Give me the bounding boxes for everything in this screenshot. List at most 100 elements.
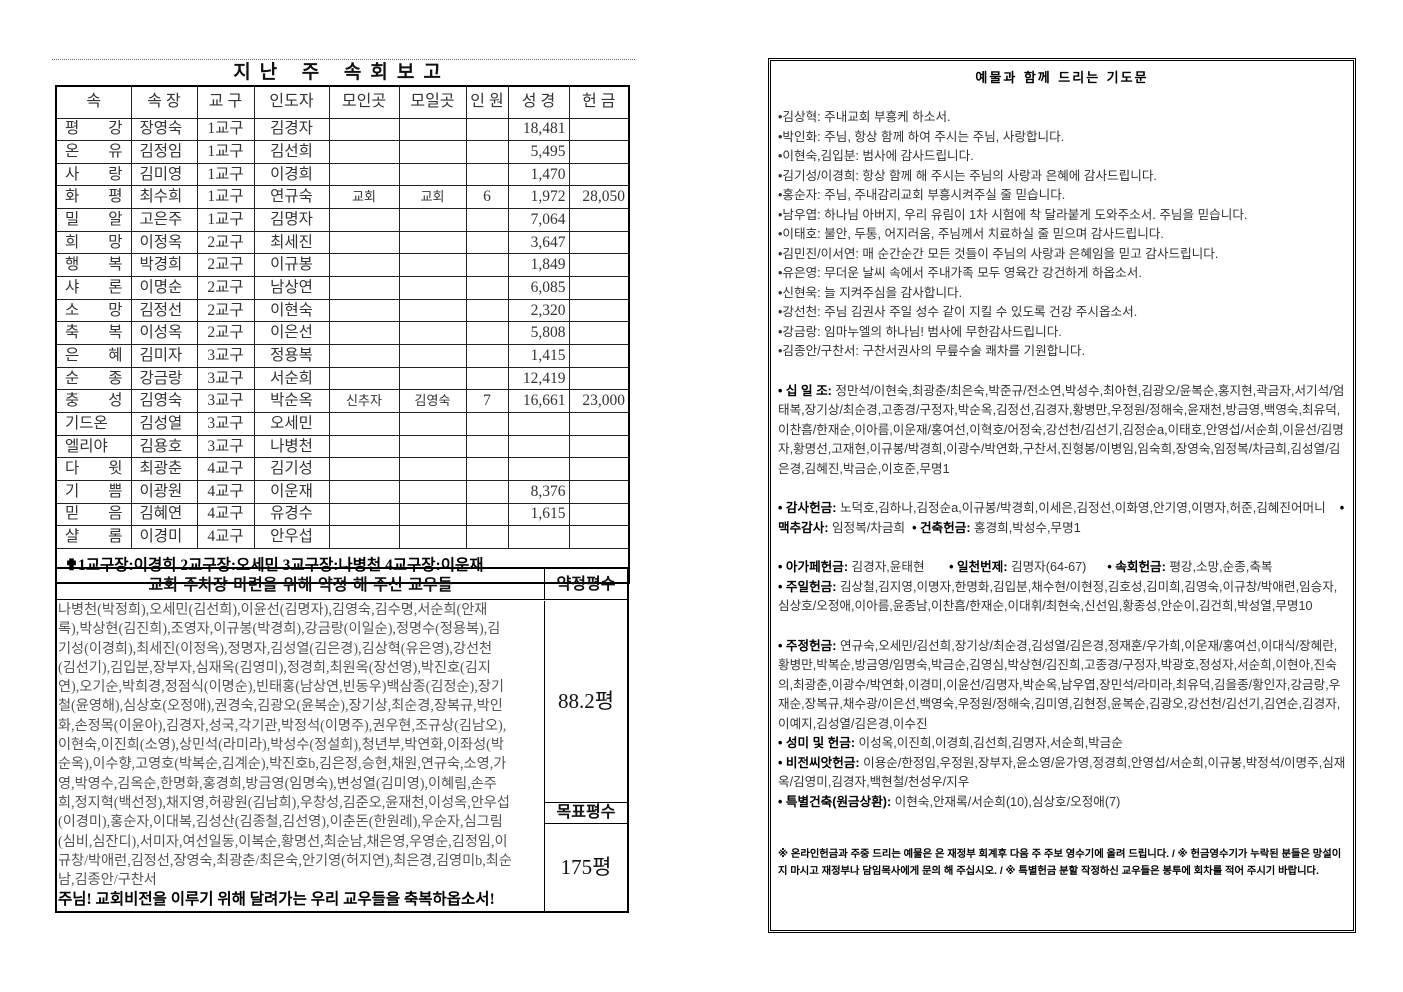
table-cell: 이규봉 — [253, 253, 330, 278]
table-cell: 이경희 — [253, 162, 330, 187]
divider-dotted — [52, 59, 635, 60]
table-row: 충 성 김영숙 3교구 박순옥 신추자 김영숙 7 16,661 23,000 — [55, 389, 630, 414]
table-cell — [568, 298, 630, 323]
table-cell: 김기성 — [253, 457, 330, 481]
table-row: 다 윗 최광춘 4교구 김기성 — [55, 457, 630, 481]
table-cell: 유경수 — [253, 502, 330, 527]
table-cell — [465, 276, 509, 300]
table-cell: 이경미 — [130, 525, 198, 549]
table-cell: 23,000 — [568, 389, 630, 414]
column-header: 성 경 — [507, 85, 570, 119]
prayer-item: •김종안/구찬서: 구찬서권사의 무릎수술 쾌차를 기원합니다. — [778, 344, 1085, 358]
table-cell — [465, 162, 509, 187]
table-cell: 1교구 — [196, 162, 255, 187]
table-cell: 행 복 — [55, 253, 132, 278]
table-cell — [398, 162, 467, 187]
table-cell — [465, 457, 509, 481]
pledge-names: 나병천(박정희),오세민(김선희),이윤선(김명자),김영숙,김수명,서순희(안… — [57, 601, 545, 911]
table-cell: 1교구 — [196, 208, 255, 232]
table-cell — [507, 457, 570, 481]
table-cell: 1교구 — [196, 117, 255, 142]
table-row: 평 강 장영숙 1교구 김경자 18,481 — [55, 117, 630, 142]
table-cell — [568, 525, 630, 549]
table-cell: 8,376 — [507, 480, 570, 504]
table-cell: 3교구 — [196, 366, 255, 391]
vision-section: • 비전씨앗헌금: 이용순/한정임,우정원,장부자,윤소영/윤가영,정경희,안영… — [778, 755, 1346, 790]
table-cell — [328, 208, 400, 232]
table-cell: 4교구 — [196, 502, 255, 527]
column-header: 속 장 — [130, 85, 198, 119]
table-cell — [398, 525, 467, 549]
table-cell — [465, 117, 509, 142]
table-cell — [465, 140, 509, 164]
table-cell: 18,481 — [507, 117, 570, 142]
table-cell — [568, 480, 630, 504]
prayer-item: •박인화: 주님, 항상 함께 하여 주시는 주님, 사랑합니다. — [778, 129, 1065, 144]
table-cell: 1,849 — [507, 253, 570, 278]
table-cell: 연규숙 — [253, 185, 330, 210]
table-row: 행 복 박경희 2교구 이규봉 1,849 — [55, 253, 630, 278]
pledge-line: 순옥),이수향,고영호(박복순,김계순),박진호b,김은정,승현,채원,연규숙,… — [58, 756, 507, 773]
table-cell: 2,320 — [507, 298, 570, 323]
table-cell — [465, 480, 509, 504]
table-cell — [568, 321, 630, 346]
column-header: 모인곳 — [328, 85, 400, 119]
pledge-line: 나병천(박정희),오세민(김선희),이윤선(김명자),김영숙,김수명,서순희(안… — [58, 602, 488, 618]
pledge-line: 록),박상현(김진희),조영자,이규봉(박경희),강금랑(이일순),정명수(정용… — [58, 621, 501, 638]
weekly-section: • 주정헌금: 연규숙,오세민/김선희,장기상/최순경,김성열/김은경,정재훈/… — [778, 638, 1341, 731]
table-cell — [328, 366, 400, 391]
table-cell: 믿 음 — [55, 502, 132, 527]
table-cell: 1교구 — [196, 185, 255, 210]
table-cell — [398, 321, 467, 346]
table-cell: 이은선 — [253, 321, 330, 346]
table-cell — [328, 480, 400, 504]
table-cell — [398, 412, 467, 436]
table-cell — [328, 298, 400, 323]
offering-title: 예물과 함께 드리는 기도문 — [975, 71, 1149, 86]
table-cell: 최수희 — [130, 185, 198, 210]
table-row: 기드온 김성열 3교구 오세민 — [55, 412, 630, 436]
pledge-line: 기성(이경희),최세진(이정옥),정명자,김성열(김은경),김상혁(유은영),강… — [58, 640, 493, 657]
table-cell: 김영숙 — [130, 389, 198, 414]
table-cell — [398, 117, 467, 142]
table-cell: 최광춘 — [130, 457, 198, 481]
prayer-item: •김상혁: 주내교회 부흥케 하소서. — [778, 110, 951, 124]
table-cell: 이운재 — [253, 480, 330, 504]
table-cell — [465, 412, 509, 436]
prayer-item: •홍순자: 주님, 주내감리교회 부흥시켜주실 줄 믿습니다. — [778, 188, 1066, 202]
table-cell: 샤 론 — [55, 276, 132, 300]
table-cell: 서순희 — [253, 366, 330, 391]
column-header: 인도자 — [253, 85, 330, 119]
table-cell: 김영숙 — [398, 389, 467, 414]
table-cell — [328, 117, 400, 142]
table-cell — [465, 344, 509, 368]
district-leaders: ✟1교구장:이경희 2교구장:오세민 3교구장:나병천 4교구장:이운재 — [55, 547, 630, 584]
table-cell — [328, 140, 400, 164]
table-cell — [398, 502, 467, 527]
table-cell: 김정임 — [130, 140, 198, 164]
table-cell: 이광원 — [130, 480, 198, 504]
column-header: 교 구 — [196, 85, 255, 119]
table-cell — [328, 457, 400, 481]
table-cell: 4교구 — [196, 525, 255, 549]
prayer-item: •유은영: 무더운 날씨 속에서 주내가족 모두 영육간 강건하게 하옵소서. — [778, 266, 1142, 280]
table-cell: 1,972 — [507, 185, 570, 210]
table-cell — [398, 140, 467, 164]
pledge-line: 화,손정목(이윤아),김경자,성국,각기관,박정석(이명주),권우현,조규상(김… — [58, 717, 507, 734]
table-cell — [568, 230, 630, 255]
table-cell — [398, 298, 467, 323]
pledge-line: 연),오기순,박희경,정점식(이명순),빈태홍(남상연,빈동우)백삼종(김정순)… — [58, 679, 504, 696]
special-section: • 특별건축(원금상환): 이현숙,안재록/서순희(10),심상호/오정애(7) — [778, 794, 1121, 809]
table-cell: 4교구 — [196, 480, 255, 504]
column-header: 인 원 — [465, 85, 509, 119]
table-cell: 5,808 — [507, 321, 570, 346]
table-cell — [568, 208, 630, 232]
prayer-item: •이태호: 불안, 두통, 어지러움, 주님께서 치료하실 줄 믿으며 감사드립… — [778, 227, 1164, 241]
table-cell — [398, 366, 467, 391]
table-cell: 1,615 — [507, 502, 570, 527]
table-cell: 3교구 — [196, 344, 255, 368]
table-cell: 김미자 — [130, 344, 198, 368]
pledge-line: (심비,심잔디),서미자,여선일동,이복순,황명선,최순남,채은영,우영순,김정… — [58, 833, 508, 850]
table-row: 희 망 이정옥 2교구 최세진 3,647 — [55, 230, 630, 255]
